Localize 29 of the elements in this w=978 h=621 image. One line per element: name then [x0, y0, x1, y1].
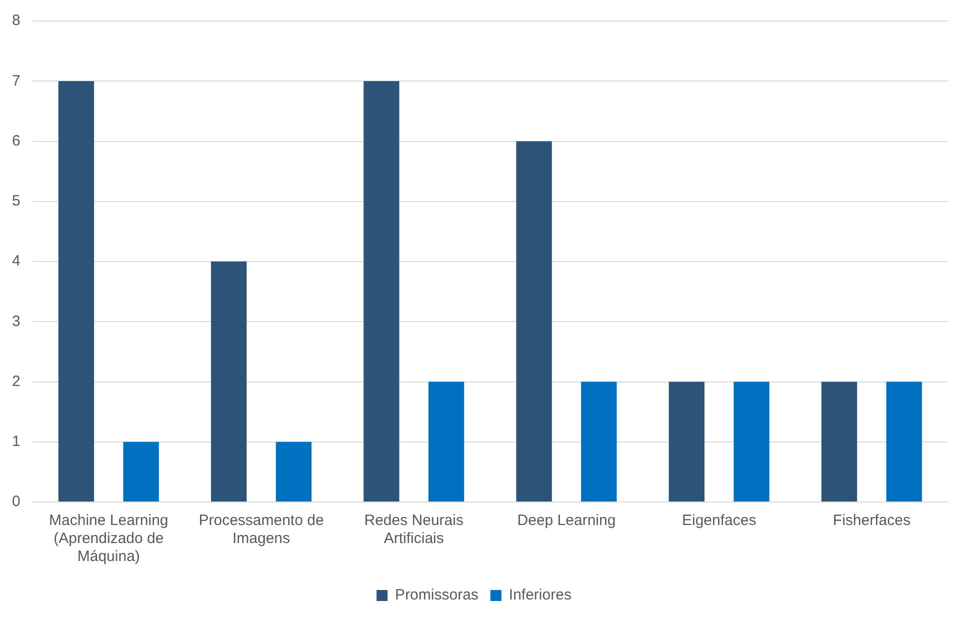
bar	[210, 262, 247, 502]
y-tick-label: 4	[12, 252, 20, 270]
bar	[516, 141, 552, 502]
x-tick-label: Processamento de Imagens	[198, 512, 324, 548]
bar	[428, 382, 464, 502]
y-tick-label: 8	[12, 12, 20, 30]
bar	[821, 382, 858, 502]
y-tick-label: 2	[12, 372, 20, 390]
bar	[58, 81, 94, 502]
x-tick-label: Machine Learning (Aprendizado de Máquina)	[49, 512, 168, 566]
bar	[734, 382, 770, 502]
y-tick-label: 3	[12, 312, 20, 330]
x-tick-label: Eigenfaces	[682, 512, 756, 530]
x-tick-label: Redes Neurais Artificiais	[364, 512, 464, 548]
bar	[276, 442, 312, 502]
y-tick-label: 0	[12, 493, 20, 510]
legend-label: Inferiores	[508, 586, 572, 604]
x-tick-label: Fisherfaces	[832, 512, 910, 530]
legend-label: Promissoras	[395, 586, 478, 604]
y-tick-label: 5	[12, 192, 20, 210]
bar	[581, 382, 617, 502]
bar	[123, 442, 159, 502]
bar	[668, 382, 704, 502]
y-tick-label: 1	[12, 433, 20, 450]
bar	[886, 382, 922, 502]
bar	[364, 81, 400, 502]
y-tick-label: 6	[12, 132, 20, 150]
x-tick-label: Deep Learning	[517, 512, 616, 530]
y-tick-label: 7	[12, 72, 20, 90]
